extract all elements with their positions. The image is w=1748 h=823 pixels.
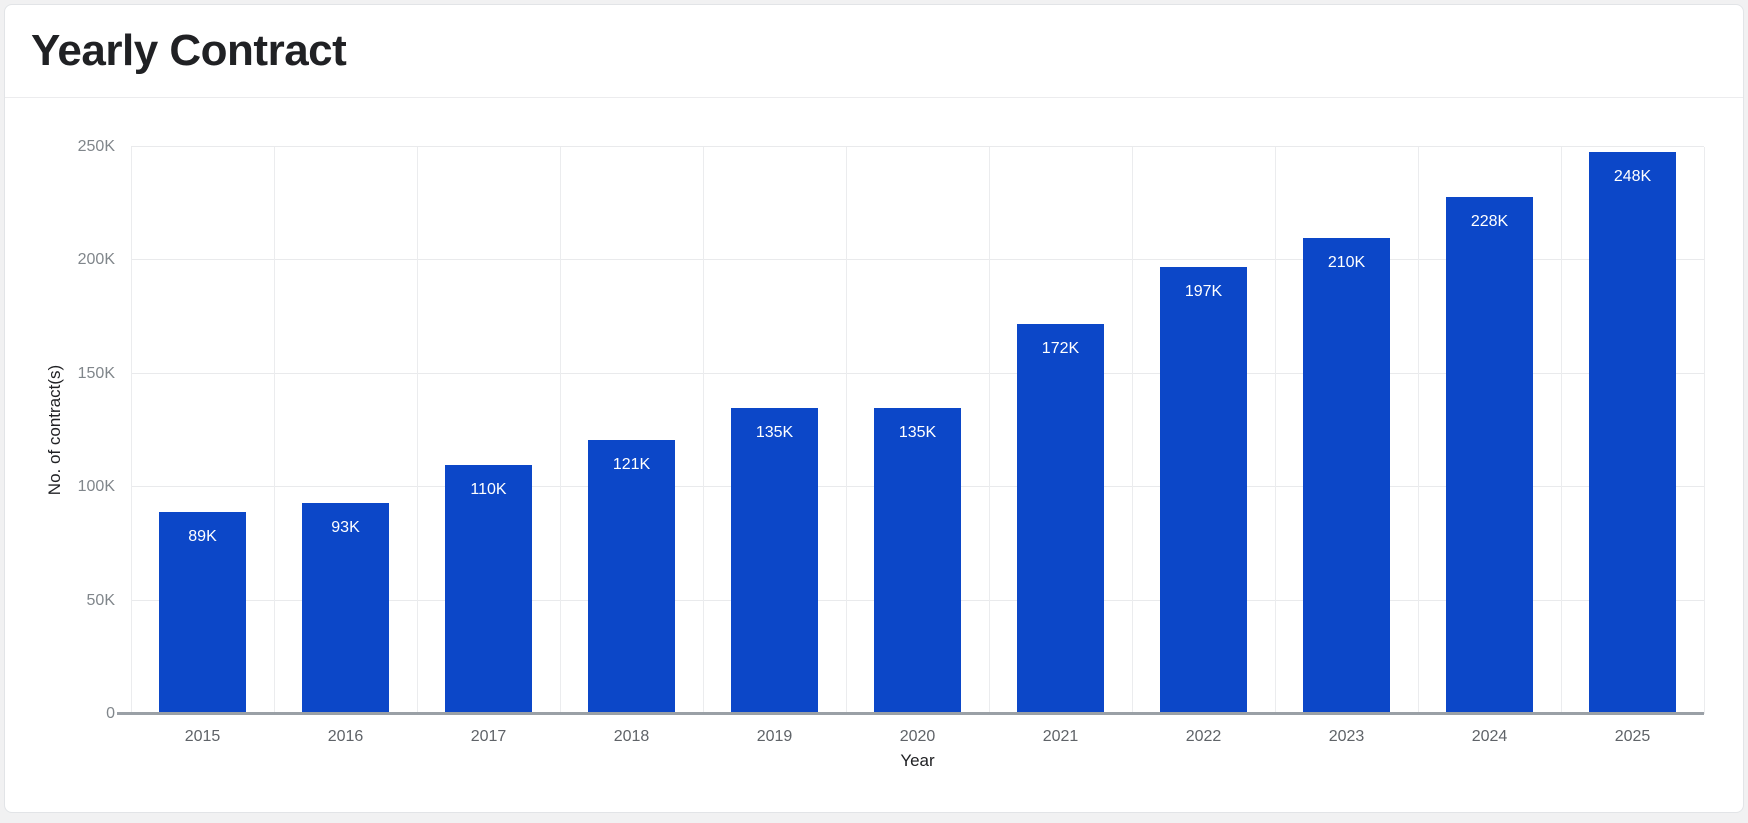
gridline-h <box>131 146 1704 147</box>
chart-card: Yearly Contract 89K 93K 110K 121K 135K 135K 17… <box>4 4 1744 813</box>
bar-2018[interactable]: 121K <box>588 439 675 714</box>
y-tick-label: 150K <box>77 364 115 382</box>
gridline-v <box>559 147 561 714</box>
bar-2024[interactable]: 228K <box>1446 196 1533 714</box>
bar-2016[interactable]: 93K <box>302 503 389 714</box>
gridline-v <box>416 147 418 714</box>
x-tick-label: 2018 <box>613 728 650 745</box>
x-tick-label: 2019 <box>756 728 793 745</box>
bar-2023[interactable]: 210K <box>1303 237 1390 714</box>
gridline-v <box>1131 147 1133 714</box>
bar-2015[interactable]: 89K <box>159 512 246 714</box>
bar-value-label: 110K <box>470 480 507 498</box>
plot-area: 89K 93K 110K 121K 135K 135K 172K 197K 210K 228K 24… <box>117 146 1705 715</box>
x-axis-line <box>117 712 1704 715</box>
x-tick-label: 2025 <box>1614 728 1651 745</box>
x-tick-label: 2017 <box>470 728 507 745</box>
x-tick-label: 2022 <box>1185 728 1222 745</box>
bar-2025[interactable]: 248K <box>1589 151 1676 714</box>
bar-value-label: 93K <box>331 519 360 537</box>
bar-value-label: 210K <box>1327 253 1366 271</box>
x-tick-label: 2023 <box>1328 728 1365 745</box>
bar-value-label: 135K <box>898 423 937 441</box>
gridline-v <box>1703 147 1705 714</box>
y-tick-label: 200K <box>77 251 115 269</box>
y-tick-label: 0 <box>106 705 115 722</box>
bar-2017[interactable]: 110K <box>445 464 532 714</box>
y-tick-label: 250K <box>77 138 115 155</box>
y-tick-label: 100K <box>77 478 115 496</box>
y-tick-label: 50K <box>86 591 115 609</box>
gridline-v <box>130 147 132 714</box>
bar-value-label: 121K <box>612 455 651 473</box>
bar-value-label: 172K <box>1041 339 1080 357</box>
bar-2021[interactable]: 172K <box>1016 323 1104 714</box>
x-tick-label: 2016 <box>327 728 364 745</box>
gridline-v <box>702 147 704 714</box>
bar-2022[interactable]: 197K <box>1160 267 1247 714</box>
x-tick-label: 2015 <box>184 728 221 745</box>
x-tick-label: 2024 <box>1471 728 1508 745</box>
bar-2020[interactable]: 135K <box>874 407 961 714</box>
gridline-v <box>1274 147 1276 714</box>
page-title: Yearly Contract <box>31 26 347 75</box>
gridline-h <box>131 372 1704 374</box>
gridline-v <box>845 147 847 714</box>
gridline-v <box>988 147 990 714</box>
card-header: Yearly Contract <box>5 5 1743 98</box>
x-axis-title: Year <box>900 751 935 770</box>
bar-value-label: 197K <box>1184 283 1223 301</box>
gridline-v <box>1560 147 1562 714</box>
bar-2019[interactable]: 135K <box>731 407 818 714</box>
x-tick-label: 2020 <box>899 728 936 745</box>
gridline-v <box>1417 147 1419 714</box>
gridline-h <box>131 259 1704 261</box>
chart-canvas: 89K 93K 110K 121K 135K 135K 172K 197K 210K 228K 24… <box>5 98 1743 812</box>
gridline-v <box>273 147 275 714</box>
bar-value-label: 89K <box>188 528 217 546</box>
bar-value-label: 135K <box>755 423 794 441</box>
bar-value-label: 228K <box>1470 212 1509 230</box>
x-tick-label: 2021 <box>1042 728 1079 745</box>
bar-value-label: 248K <box>1613 167 1652 185</box>
